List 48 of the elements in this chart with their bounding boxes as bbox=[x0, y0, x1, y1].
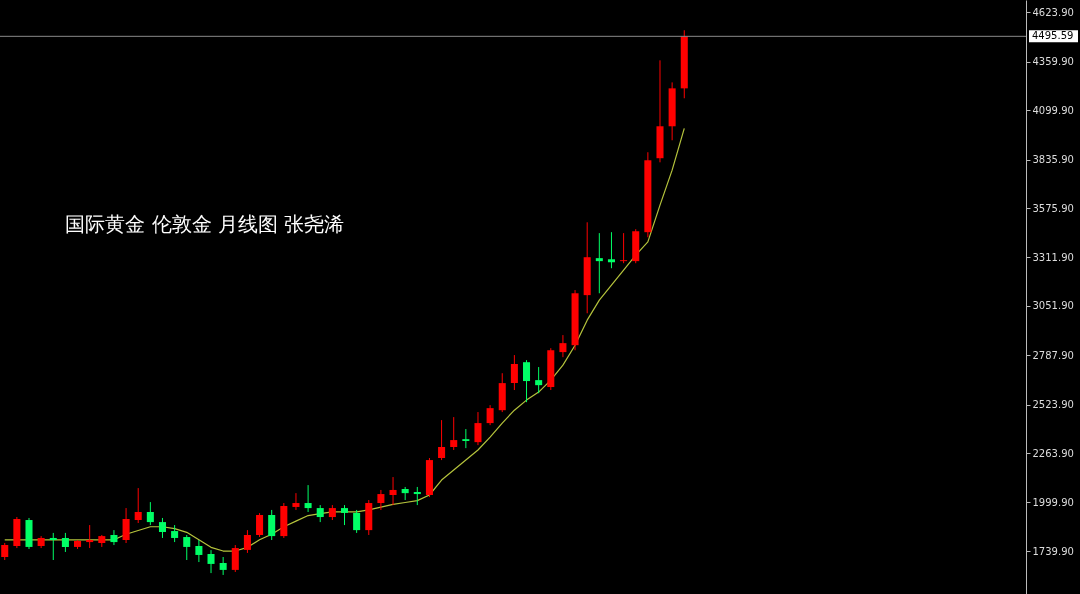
candlestick bbox=[486, 404, 494, 426]
y-tick-label: 3311.90 bbox=[1032, 251, 1074, 263]
candlestick bbox=[377, 489, 385, 511]
ref-line-label: 4495.59 bbox=[1032, 30, 1074, 42]
candlestick bbox=[256, 512, 264, 538]
candlestick bbox=[122, 507, 130, 544]
candlestick bbox=[243, 529, 251, 554]
candlestick bbox=[49, 532, 57, 561]
candlestick bbox=[559, 334, 567, 358]
y-tick-label: 4623.90 bbox=[1032, 6, 1074, 18]
candlestick bbox=[146, 501, 154, 526]
candlestick bbox=[207, 549, 215, 574]
candlestick bbox=[353, 509, 361, 534]
candlestick bbox=[158, 517, 166, 539]
y-tick-label: 4099.90 bbox=[1032, 104, 1074, 116]
y-tick-label: 2787.90 bbox=[1032, 349, 1074, 361]
candlestick bbox=[510, 354, 518, 391]
candlestick bbox=[474, 411, 482, 446]
candlestick bbox=[86, 524, 94, 549]
candlestick bbox=[462, 428, 470, 449]
candlestick bbox=[340, 504, 349, 526]
candlestick bbox=[450, 416, 458, 451]
y-tick-label: 2523.90 bbox=[1032, 399, 1074, 411]
y-tick-label: 3835.90 bbox=[1032, 154, 1074, 166]
candlestick bbox=[134, 487, 142, 524]
candlestick bbox=[61, 532, 69, 553]
candlestick bbox=[523, 359, 531, 403]
y-tick-label: 3051.90 bbox=[1032, 300, 1074, 312]
candlestick bbox=[535, 366, 543, 394]
candlestick bbox=[183, 534, 191, 561]
candlestick bbox=[304, 484, 312, 513]
y-tick-label: 2263.90 bbox=[1032, 447, 1074, 459]
y-tick-label: 1739.90 bbox=[1032, 545, 1074, 557]
candlestick bbox=[231, 544, 239, 573]
candlestick bbox=[389, 476, 397, 506]
candlestick bbox=[413, 486, 421, 506]
candlestick bbox=[607, 231, 615, 269]
candlestick bbox=[595, 232, 603, 294]
y-tick-label: 3575.90 bbox=[1032, 202, 1074, 214]
y-tick-label: 4359.90 bbox=[1032, 56, 1074, 68]
candlestick bbox=[110, 529, 118, 546]
text: 国际黄金 伦敦金 月线图 张尧浠 bbox=[65, 212, 345, 236]
candlestick bbox=[292, 492, 300, 511]
candlestick bbox=[620, 232, 628, 264]
candlestick bbox=[268, 509, 276, 541]
candlestick bbox=[438, 419, 446, 461]
y-tick-label: 1999.90 bbox=[1032, 496, 1074, 508]
candlestick bbox=[195, 539, 203, 563]
